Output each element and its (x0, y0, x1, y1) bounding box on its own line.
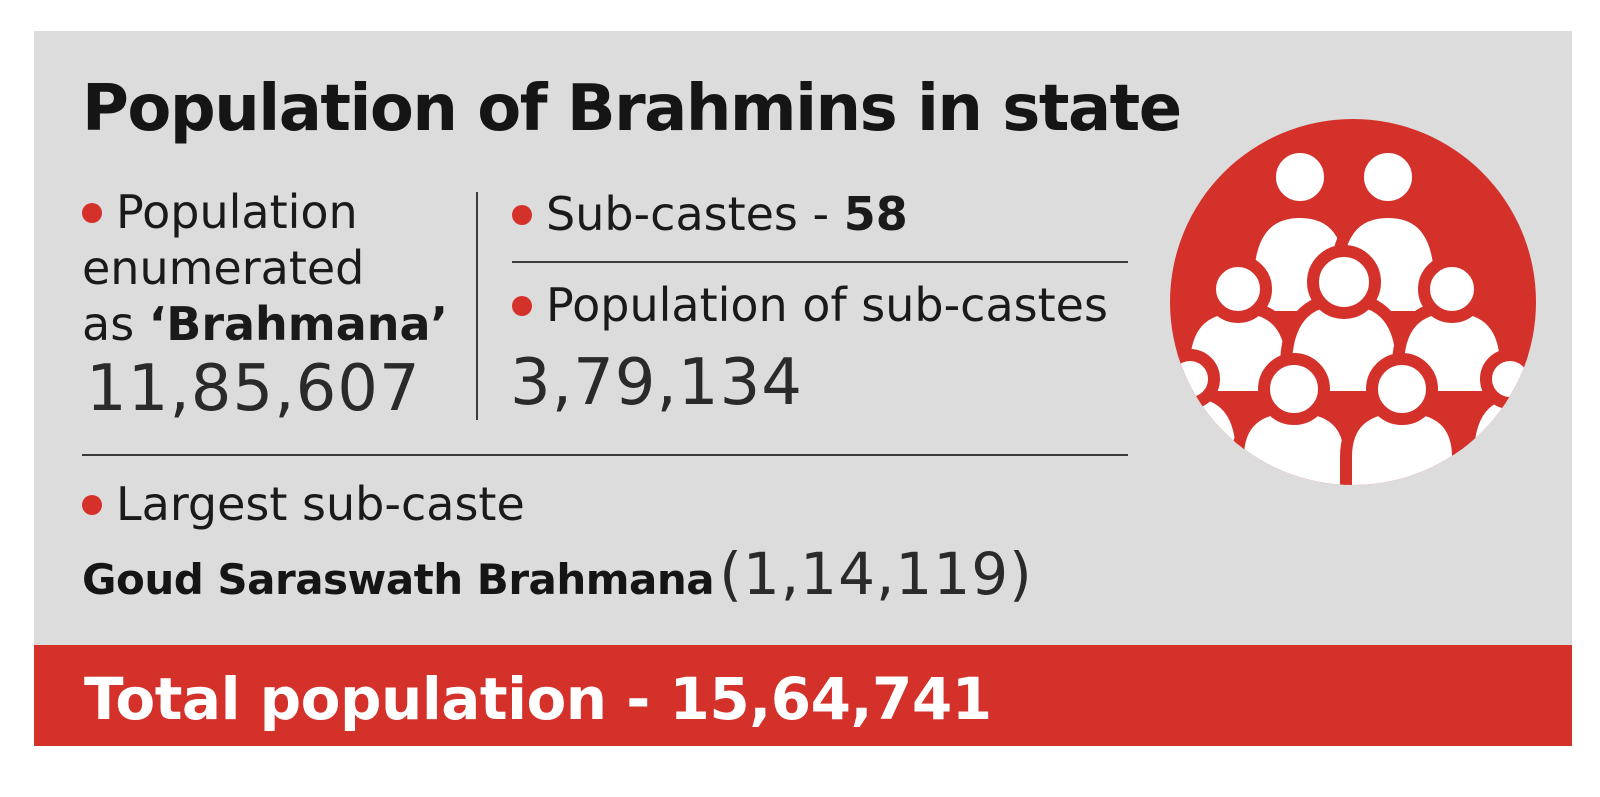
vertical-divider (476, 192, 478, 420)
horizontal-divider (82, 454, 1128, 456)
brahmana-term: ‘Brahmana’ (148, 297, 449, 351)
crowd-people-icon (1170, 119, 1536, 485)
largest-subcaste-label: Largest sub-caste (82, 476, 525, 532)
enumerated-value: 11,85,607 (86, 352, 421, 426)
total-population: Total population - 15,64,741 (84, 665, 992, 733)
subcaste-population-value: 3,79,134 (510, 346, 803, 420)
enumerated-label-line3: as ‘Brahmana’ (82, 297, 449, 351)
bullet-icon (82, 202, 102, 223)
subcaste-population-label: Population of sub-castes (512, 277, 1108, 333)
largest-subcaste-row: Goud Saraswath Brahmana (1,14,119) (82, 540, 1033, 608)
infographic-title: Population of Brahmins in state (82, 72, 1182, 146)
subcastes-count: 58 (843, 187, 908, 241)
total-banner: Total population - 15,64,741 (34, 645, 1572, 746)
largest-subcaste-value: (1,14,119) (719, 540, 1033, 608)
enumerated-block: Population enumerated as ‘Brahmana’ 11,8… (82, 184, 462, 426)
bullet-icon (82, 494, 102, 515)
enumerated-label-line1: Population (82, 184, 462, 240)
horizontal-divider (512, 261, 1128, 263)
subcastes-row: Sub-castes - 58 (512, 186, 908, 242)
largest-subcaste-name: Goud Saraswath Brahmana (82, 555, 715, 604)
bullet-icon (512, 295, 532, 316)
enumerated-label-line2: enumerated (82, 241, 365, 295)
bullet-icon (512, 204, 532, 225)
